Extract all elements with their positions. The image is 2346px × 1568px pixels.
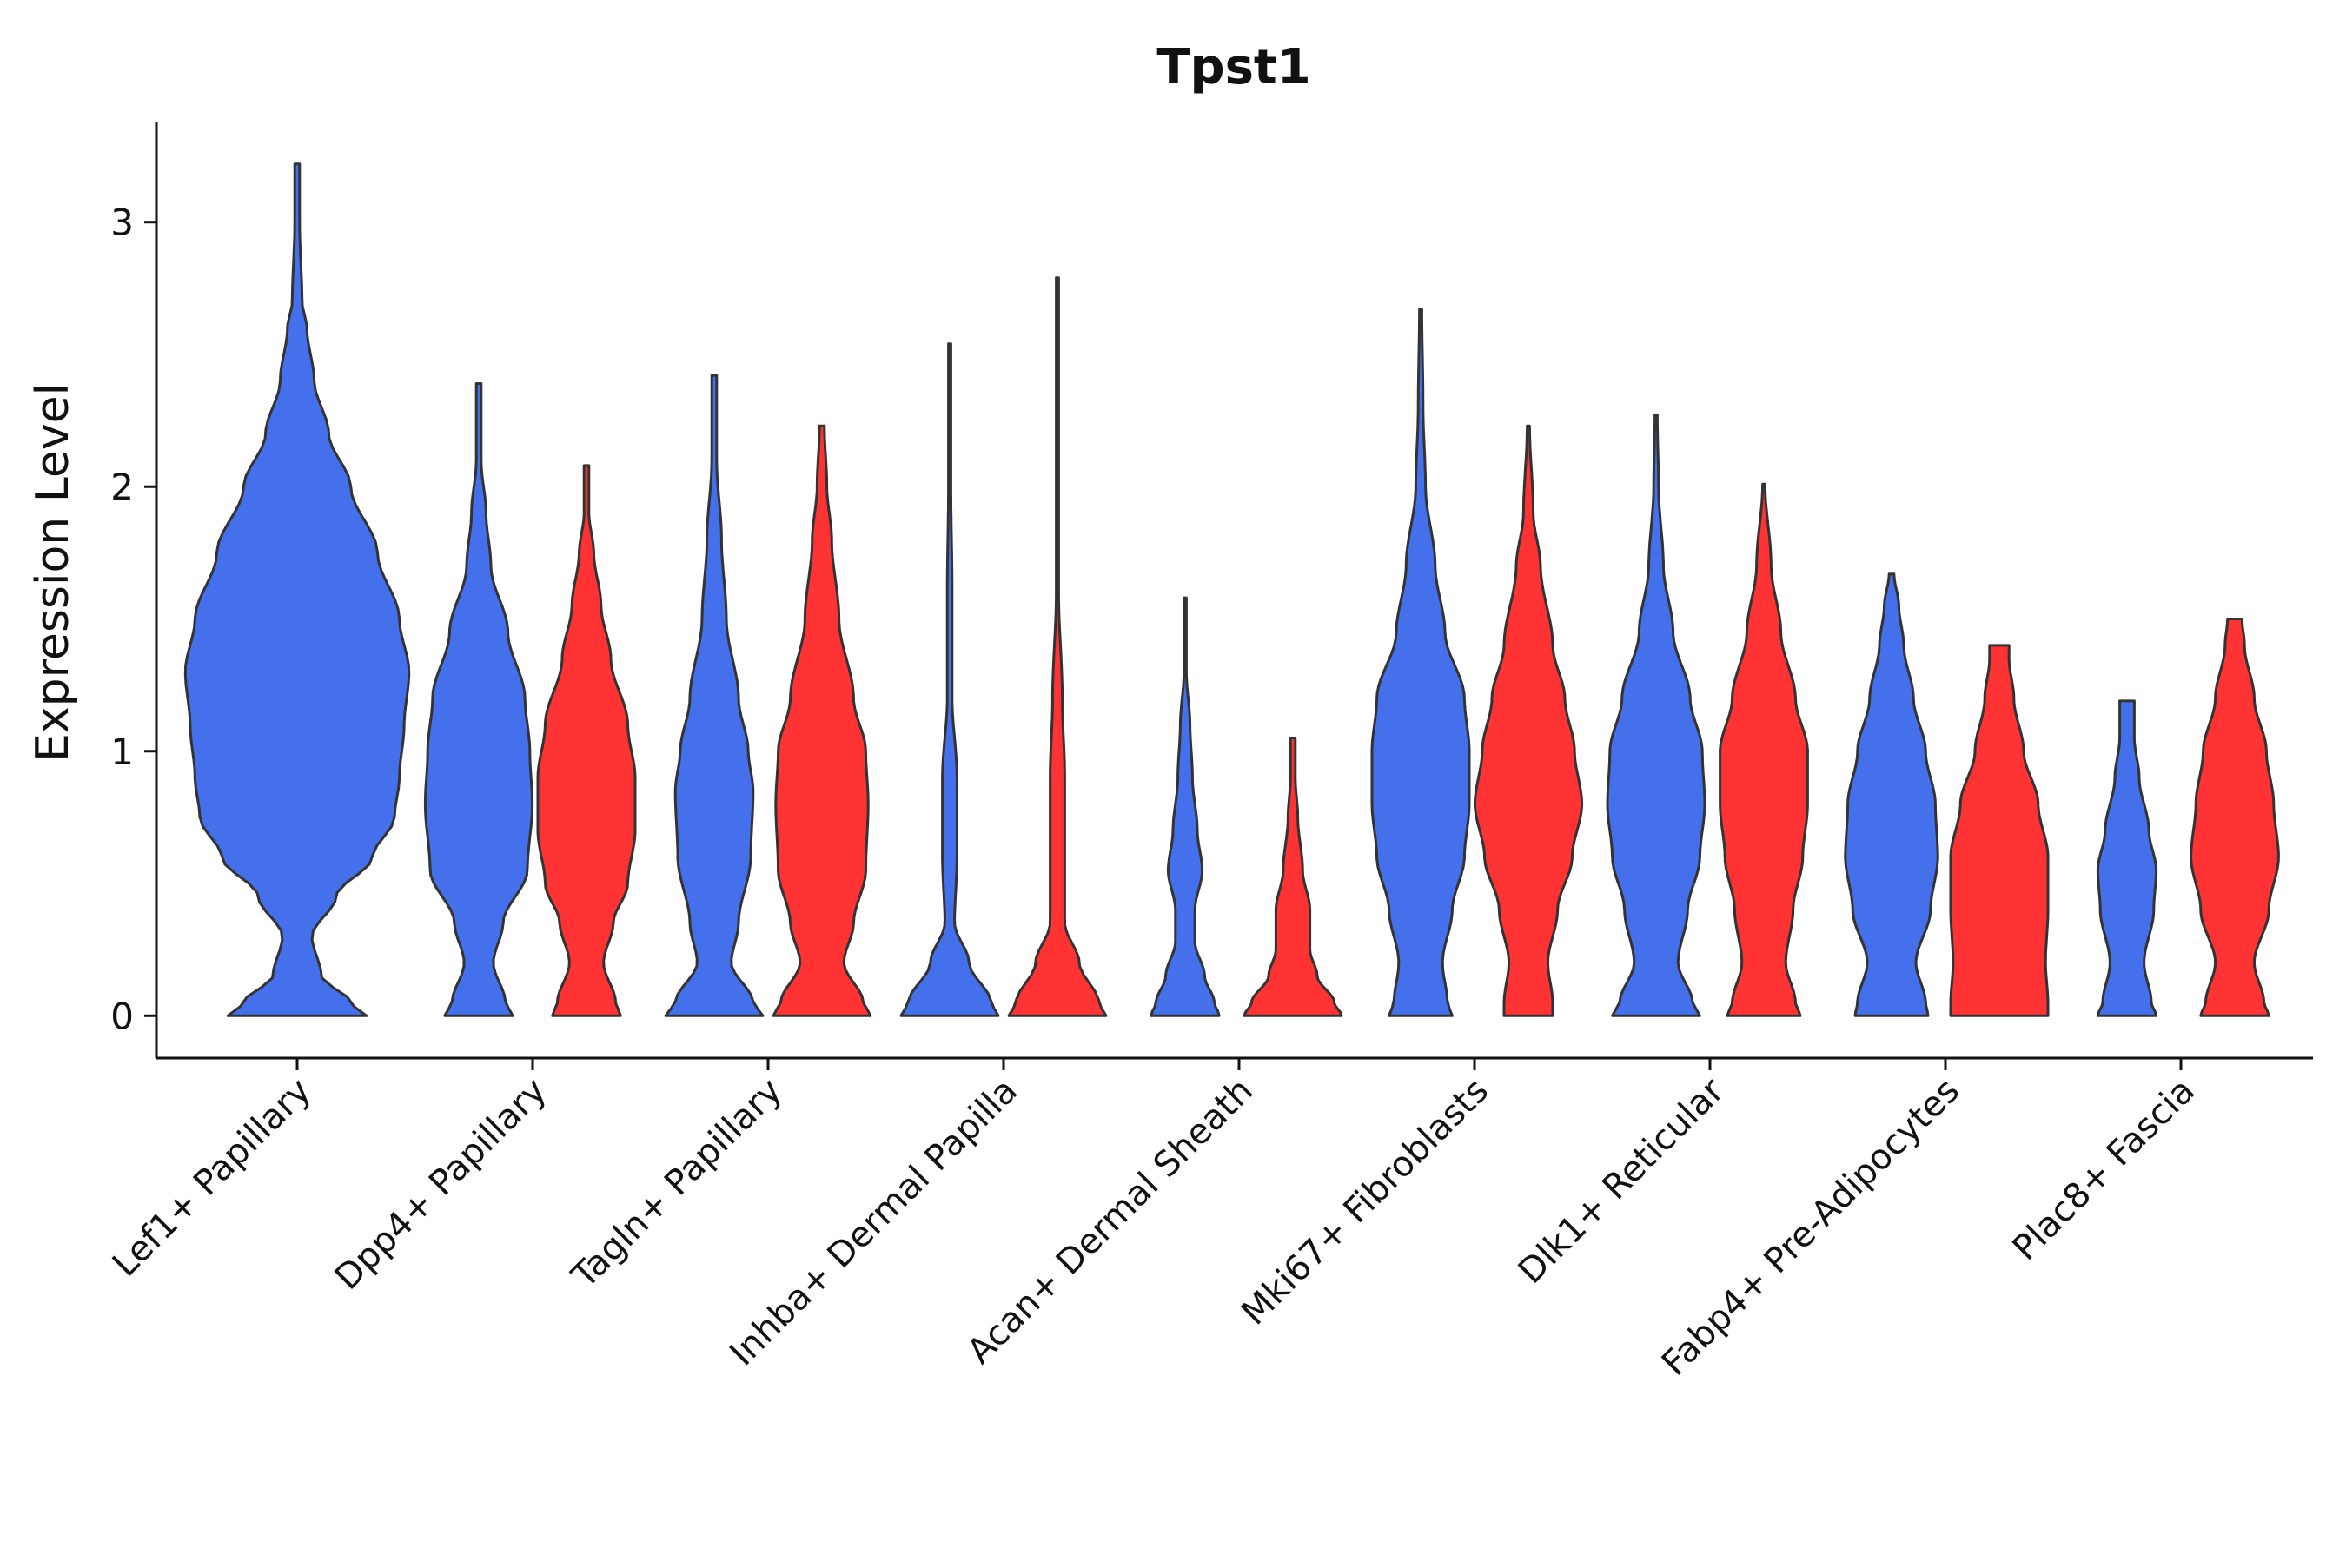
violin-7-group1: [1606, 414, 1706, 1017]
y-tick-label: 1: [110, 731, 134, 773]
violins-layer: [183, 162, 2280, 1017]
violin-8-group2: [1949, 644, 2050, 1017]
violin-4-group2: [1007, 276, 1108, 1017]
x-tick-label: Dlk1+ Reticular: [1511, 1070, 1733, 1292]
violin-5-group1: [1150, 596, 1221, 1017]
violin-2-group2: [536, 464, 637, 1017]
violin-3-group2: [772, 424, 872, 1017]
violin-9-group2: [2190, 618, 2280, 1017]
violin-6-group1: [1370, 308, 1471, 1017]
x-tick-label: Mki67+ Fibroblasts: [1234, 1071, 1496, 1333]
chart-title: Tpst1: [1156, 39, 1310, 96]
violin-5-group2: [1243, 737, 1343, 1017]
y-tick-label: 2: [110, 466, 134, 508]
x-tick-label: Tagln+ Papillary: [564, 1071, 790, 1297]
y-tick-label: 0: [110, 995, 134, 1037]
violin-1-group1: [183, 162, 411, 1017]
x-tick-label: Dpp4+ Papillary: [328, 1071, 554, 1298]
y-tick-label: 3: [110, 202, 134, 244]
violin-2-group1: [423, 382, 534, 1017]
violin-6-group2: [1473, 424, 1584, 1017]
x-tick-label: Plac8+ Fascia: [2005, 1071, 2204, 1269]
violin-7-group2: [1719, 482, 1809, 1017]
violin-4-group1: [899, 342, 1000, 1017]
x-tick-label: Lef1+ Papillary: [105, 1071, 319, 1285]
violin-8-group1: [1844, 572, 1939, 1017]
violin-3-group1: [664, 374, 765, 1017]
y-axis-label: Expression Level: [27, 383, 79, 762]
violin-9-group1: [2096, 699, 2158, 1017]
